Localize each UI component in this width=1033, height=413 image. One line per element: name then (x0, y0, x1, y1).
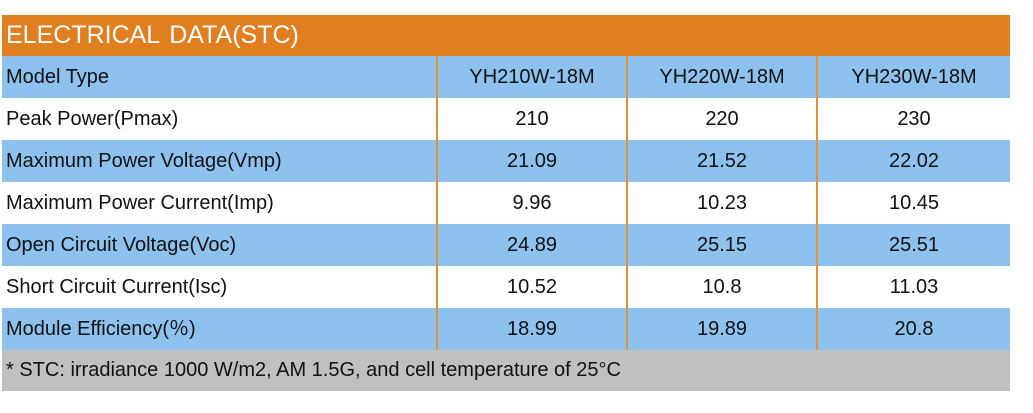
cell-value: 20.8 (816, 308, 1010, 350)
cell-value: 25.51 (816, 224, 1010, 266)
cell-value: 21.52 (626, 140, 816, 182)
table-row: Short Circuit Current(Isc) 10.52 10.8 11.03 (2, 266, 1010, 308)
cell-value: YH210W-18M (436, 56, 626, 98)
cell-value: 210 (436, 98, 626, 140)
table-row: Model Type YH210W-18M YH220W-18M YH230W-18M (2, 56, 1010, 98)
table-row: Open Circuit Voltage(Voc) 24.89 25.15 25.51 (2, 224, 1010, 266)
cell-value: 19.89 (626, 308, 816, 350)
table-title: ELECTRICAL DATA(STC) (2, 15, 1010, 56)
cell-value: YH220W-18M (626, 56, 816, 98)
cell-value: 22.02 (816, 140, 1010, 182)
table-row: Maximum Power Current(Imp) 9.96 10.23 10.45 (2, 182, 1010, 224)
row-label: Model Type (6, 66, 110, 88)
cell-value: 10.8 (626, 266, 816, 308)
row-label: Module Efficiency(％) (6, 318, 196, 340)
cell-value: 9.96 (436, 182, 626, 224)
cell-value: 10.52 (436, 266, 626, 308)
cell-value: 11.03 (816, 266, 1010, 308)
cell-value: 25.15 (626, 224, 816, 266)
cell-value: 10.23 (626, 182, 816, 224)
row-label: Maximum Power Voltage(Vmp) (6, 150, 282, 172)
cell-value: YH230W-18M (816, 56, 1010, 98)
row-label: Maximum Power Current(Imp) (6, 192, 274, 214)
cell-value: 220 (626, 98, 816, 140)
row-label: Peak Power(Pmax) (6, 108, 179, 130)
cell-value: 21.09 (436, 140, 626, 182)
row-label: Open Circuit Voltage(Voc) (6, 234, 237, 256)
table-row: Peak Power(Pmax) 210 220 230 (2, 98, 1010, 140)
table-row: Maximum Power Voltage(Vmp) 21.09 21.52 22.0… (2, 140, 1010, 182)
electrical-data-table: ELECTRICAL DATA(STC) Model Type YH210W-18… (2, 15, 1010, 391)
cell-value: 10.45 (816, 182, 1010, 224)
cell-value: 24.89 (436, 224, 626, 266)
footnote: * STC: irradiance 1000 W/m2, AM 1.5G, an… (2, 350, 1010, 391)
table-row: Module Efficiency(％) 18.99 19.89 20.8 (2, 308, 1010, 350)
cell-value: 230 (816, 98, 1010, 140)
cell-value: 18.99 (436, 308, 626, 350)
row-label: Short Circuit Current(Isc) (6, 276, 228, 298)
